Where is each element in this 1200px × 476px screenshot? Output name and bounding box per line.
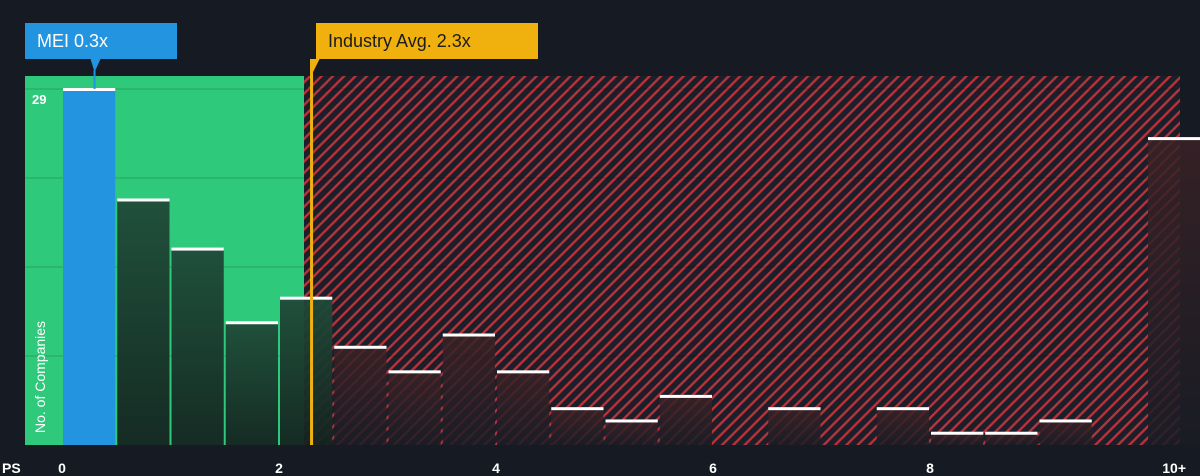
bar-cap — [225, 321, 278, 325]
x-axis: PS 0 2 4 6 8 10+ — [2, 460, 1186, 476]
bar-cap — [334, 345, 387, 349]
histogram-bar — [171, 247, 224, 445]
y-tick-label: 29 — [32, 92, 46, 107]
industry-avg-callout: Industry Avg. 2.3x — [316, 23, 538, 59]
histogram-bar — [117, 198, 170, 445]
x-tick-label: 2 — [275, 460, 283, 476]
x-tick-label: 4 — [492, 460, 500, 476]
bar-cap — [605, 419, 658, 423]
histogram-bar — [985, 431, 1038, 445]
x-tick-label: 10+ — [1162, 460, 1186, 476]
histogram-bar — [551, 407, 604, 445]
histogram-bar — [388, 370, 441, 445]
histogram-bar — [605, 419, 658, 445]
industry-avg-pointer — [310, 59, 320, 78]
histogram-bar — [931, 431, 984, 445]
bar-cap — [442, 333, 495, 337]
company-pointer-stem — [93, 70, 96, 89]
bar-cap — [280, 296, 333, 300]
histogram-bar — [659, 394, 712, 445]
bar-cap — [876, 407, 929, 411]
y-axis-label: No. of Companies — [32, 321, 48, 433]
histogram-bar — [497, 370, 550, 445]
value-markers — [90, 59, 320, 445]
industry-avg-line — [310, 59, 314, 445]
x-axis-label: PS — [2, 460, 21, 476]
bar-cap — [1148, 137, 1200, 141]
bar-cap — [985, 431, 1038, 435]
bar-cap — [171, 247, 224, 251]
company-pointer — [90, 59, 101, 72]
x-tick-label: 8 — [926, 460, 934, 476]
bars — [63, 88, 1200, 445]
histogram-bar — [63, 88, 116, 445]
bar-cap — [659, 394, 712, 398]
histogram-bar — [876, 407, 929, 445]
bar-cap — [388, 370, 441, 374]
histogram-bar — [1148, 137, 1200, 445]
bar-cap — [551, 407, 604, 411]
histogram-bar — [768, 407, 821, 445]
bar-cap — [117, 198, 170, 202]
x-tick-label: 6 — [709, 460, 717, 476]
bar-cap — [497, 370, 550, 374]
bar-cap — [768, 407, 821, 411]
x-tick-label: 0 — [58, 460, 66, 476]
histogram-bar — [334, 345, 387, 445]
bar-cap — [63, 88, 116, 91]
bar-cap — [931, 431, 984, 435]
histogram-bar — [1039, 419, 1092, 445]
histogram-bar — [280, 296, 333, 445]
histogram-bar — [225, 321, 278, 445]
company-ps-callout: MEI 0.3x — [25, 23, 177, 59]
bar-cap — [1039, 419, 1092, 423]
histogram-bar — [442, 333, 495, 445]
